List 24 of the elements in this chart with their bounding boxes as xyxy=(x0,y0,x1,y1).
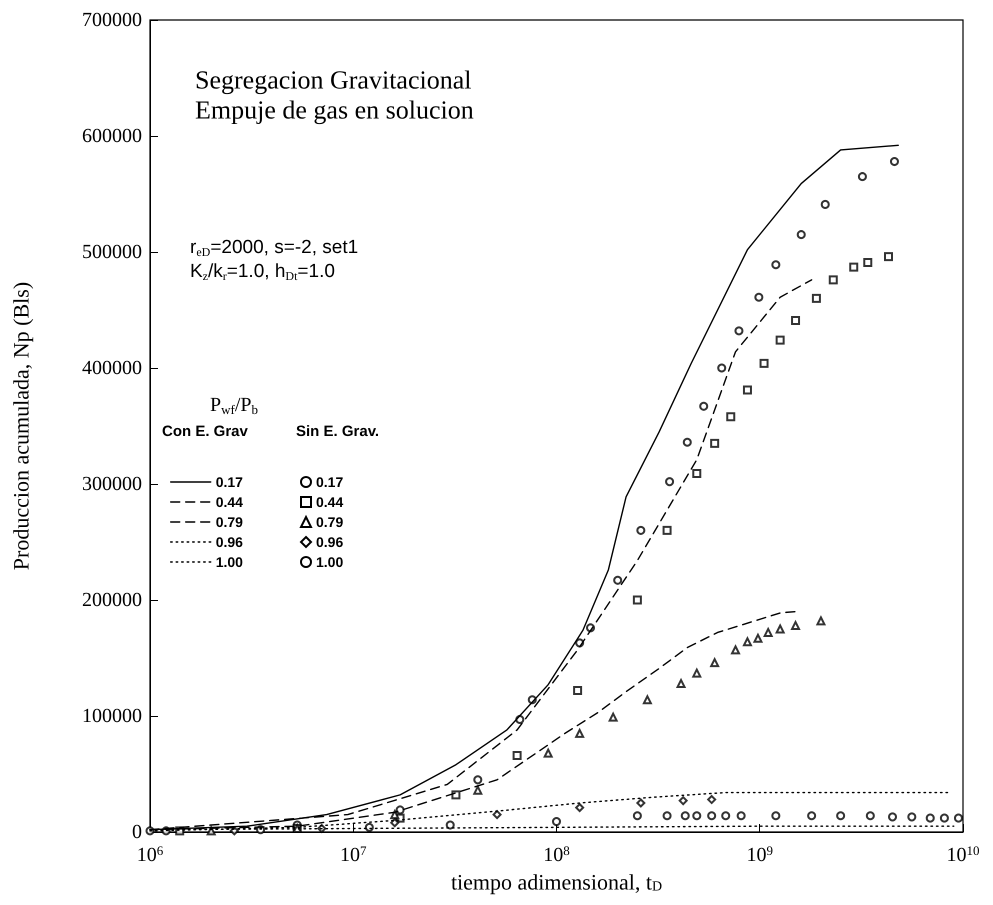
legend-label: 0.96 xyxy=(316,534,344,550)
legend-label: 0.17 xyxy=(316,474,344,490)
y-tick-label: 600000 xyxy=(82,125,142,147)
x-axis-title: tiempo adimensional, tD xyxy=(450,870,662,894)
legend-label: 0.17 xyxy=(216,474,244,490)
y-tick-label: 0 xyxy=(132,821,142,843)
legend-label: 0.79 xyxy=(316,514,344,530)
y-tick-label: 200000 xyxy=(82,589,142,611)
y-tick-label: 100000 xyxy=(82,705,142,727)
y-axis-title: Produccion acumulada, Np (Bls) xyxy=(8,282,34,570)
legend-label: 0.44 xyxy=(216,494,244,510)
text: Segregacion Gravitacional xyxy=(195,66,472,94)
y-tick-label: 300000 xyxy=(82,473,142,495)
legend-label: 1.00 xyxy=(316,554,344,570)
text: Empuje de gas en solucion xyxy=(195,96,474,124)
annotation: Con E. Grav xyxy=(162,423,249,440)
annotation: Sin E. Grav. xyxy=(296,423,380,440)
legend-label: 0.44 xyxy=(316,494,344,510)
legend-label: 0.96 xyxy=(216,534,244,550)
y-tick-label: 500000 xyxy=(82,241,142,263)
legend-label: 0.79 xyxy=(216,514,244,530)
y-tick-label: 400000 xyxy=(82,357,142,379)
y-tick-label: 700000 xyxy=(82,9,142,31)
legend-label: 1.00 xyxy=(216,554,244,570)
